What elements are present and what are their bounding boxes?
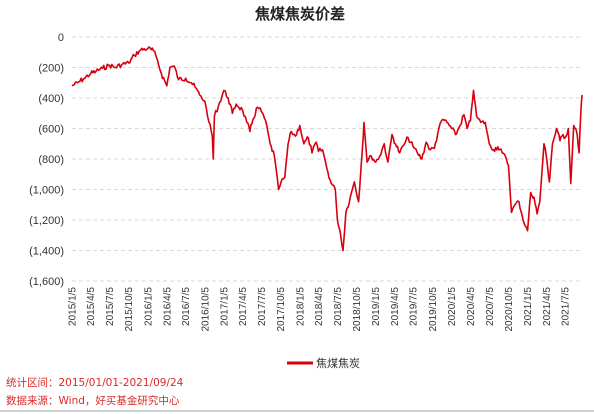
y-tick-label: (1,600) [29,276,64,288]
x-tick-label: 2020/1/5 [447,287,458,326]
y-tick-label: (600) [38,124,64,136]
x-tick-label: 2021/7/5 [561,287,572,326]
y-tick-label: (1,400) [29,246,64,258]
x-tick-label: 2018/4/5 [314,287,325,326]
y-tick-label: 0 [58,32,64,44]
y-tick-label: (400) [38,93,64,105]
gridlines [72,36,582,282]
y-tick-label: (1,200) [29,215,64,227]
data-source-note: 数据来源：Wind，好买基金研究中心 [6,395,180,407]
x-tick-label: 2016/10/5 [200,287,211,332]
x-tick-label: 2021/4/5 [542,287,553,326]
x-tick-label: 2019/7/5 [409,287,420,326]
legend: 焦煤焦炭 [287,357,360,370]
x-tick-label: 2017/4/5 [238,287,249,326]
series-line [71,46,583,252]
x-tick-label: 2017/7/5 [257,287,268,326]
x-tick-label: 2019/4/5 [390,287,401,326]
y-tick-label: (800) [38,154,64,166]
x-tick-label: 2015/4/5 [86,287,97,326]
x-tick-label: 2019/10/5 [428,287,439,332]
y-axis-ticks: 0 (200) (400) (600) (800) (1,000) (1,200) (1,40… [29,32,64,288]
x-tick-label: 2017/10/5 [276,287,287,332]
y-tick-label: (200) [38,63,64,75]
x-tick-label: 2016/1/5 [143,287,154,326]
y-tick-label: (1,000) [29,185,64,197]
x-tick-label: 2020/10/5 [504,287,515,332]
statistics-range-note: 统计区间：2015/01/01-2021/09/24 [6,377,184,389]
x-tick-label: 2018/1/5 [295,287,306,326]
x-tick-label: 2021/1/5 [523,287,534,326]
x-tick-label: 2019/1/5 [371,287,382,326]
x-tick-label: 2018/7/5 [333,287,344,326]
bottom-divider [0,410,594,412]
x-tick-label: 2018/10/5 [352,287,363,332]
chart-title: 焦煤焦炭价差 [254,5,345,23]
x-tick-label: 2016/7/5 [181,287,192,326]
x-axis-ticks: 2015/1/5 2015/4/5 2015/7/5 2015/10/5 2016/1/… [68,287,572,332]
x-tick-label: 2015/10/5 [124,287,135,332]
legend-label: 焦煤焦炭 [316,357,360,370]
x-tick-label: 2017/1/5 [219,287,230,326]
x-tick-label: 2020/7/5 [485,287,496,326]
x-tick-label: 2020/4/5 [466,287,477,326]
x-tick-label: 2015/1/5 [68,287,79,326]
x-tick-label: 2016/4/5 [162,287,173,326]
x-tick-label: 2015/7/5 [105,287,116,326]
